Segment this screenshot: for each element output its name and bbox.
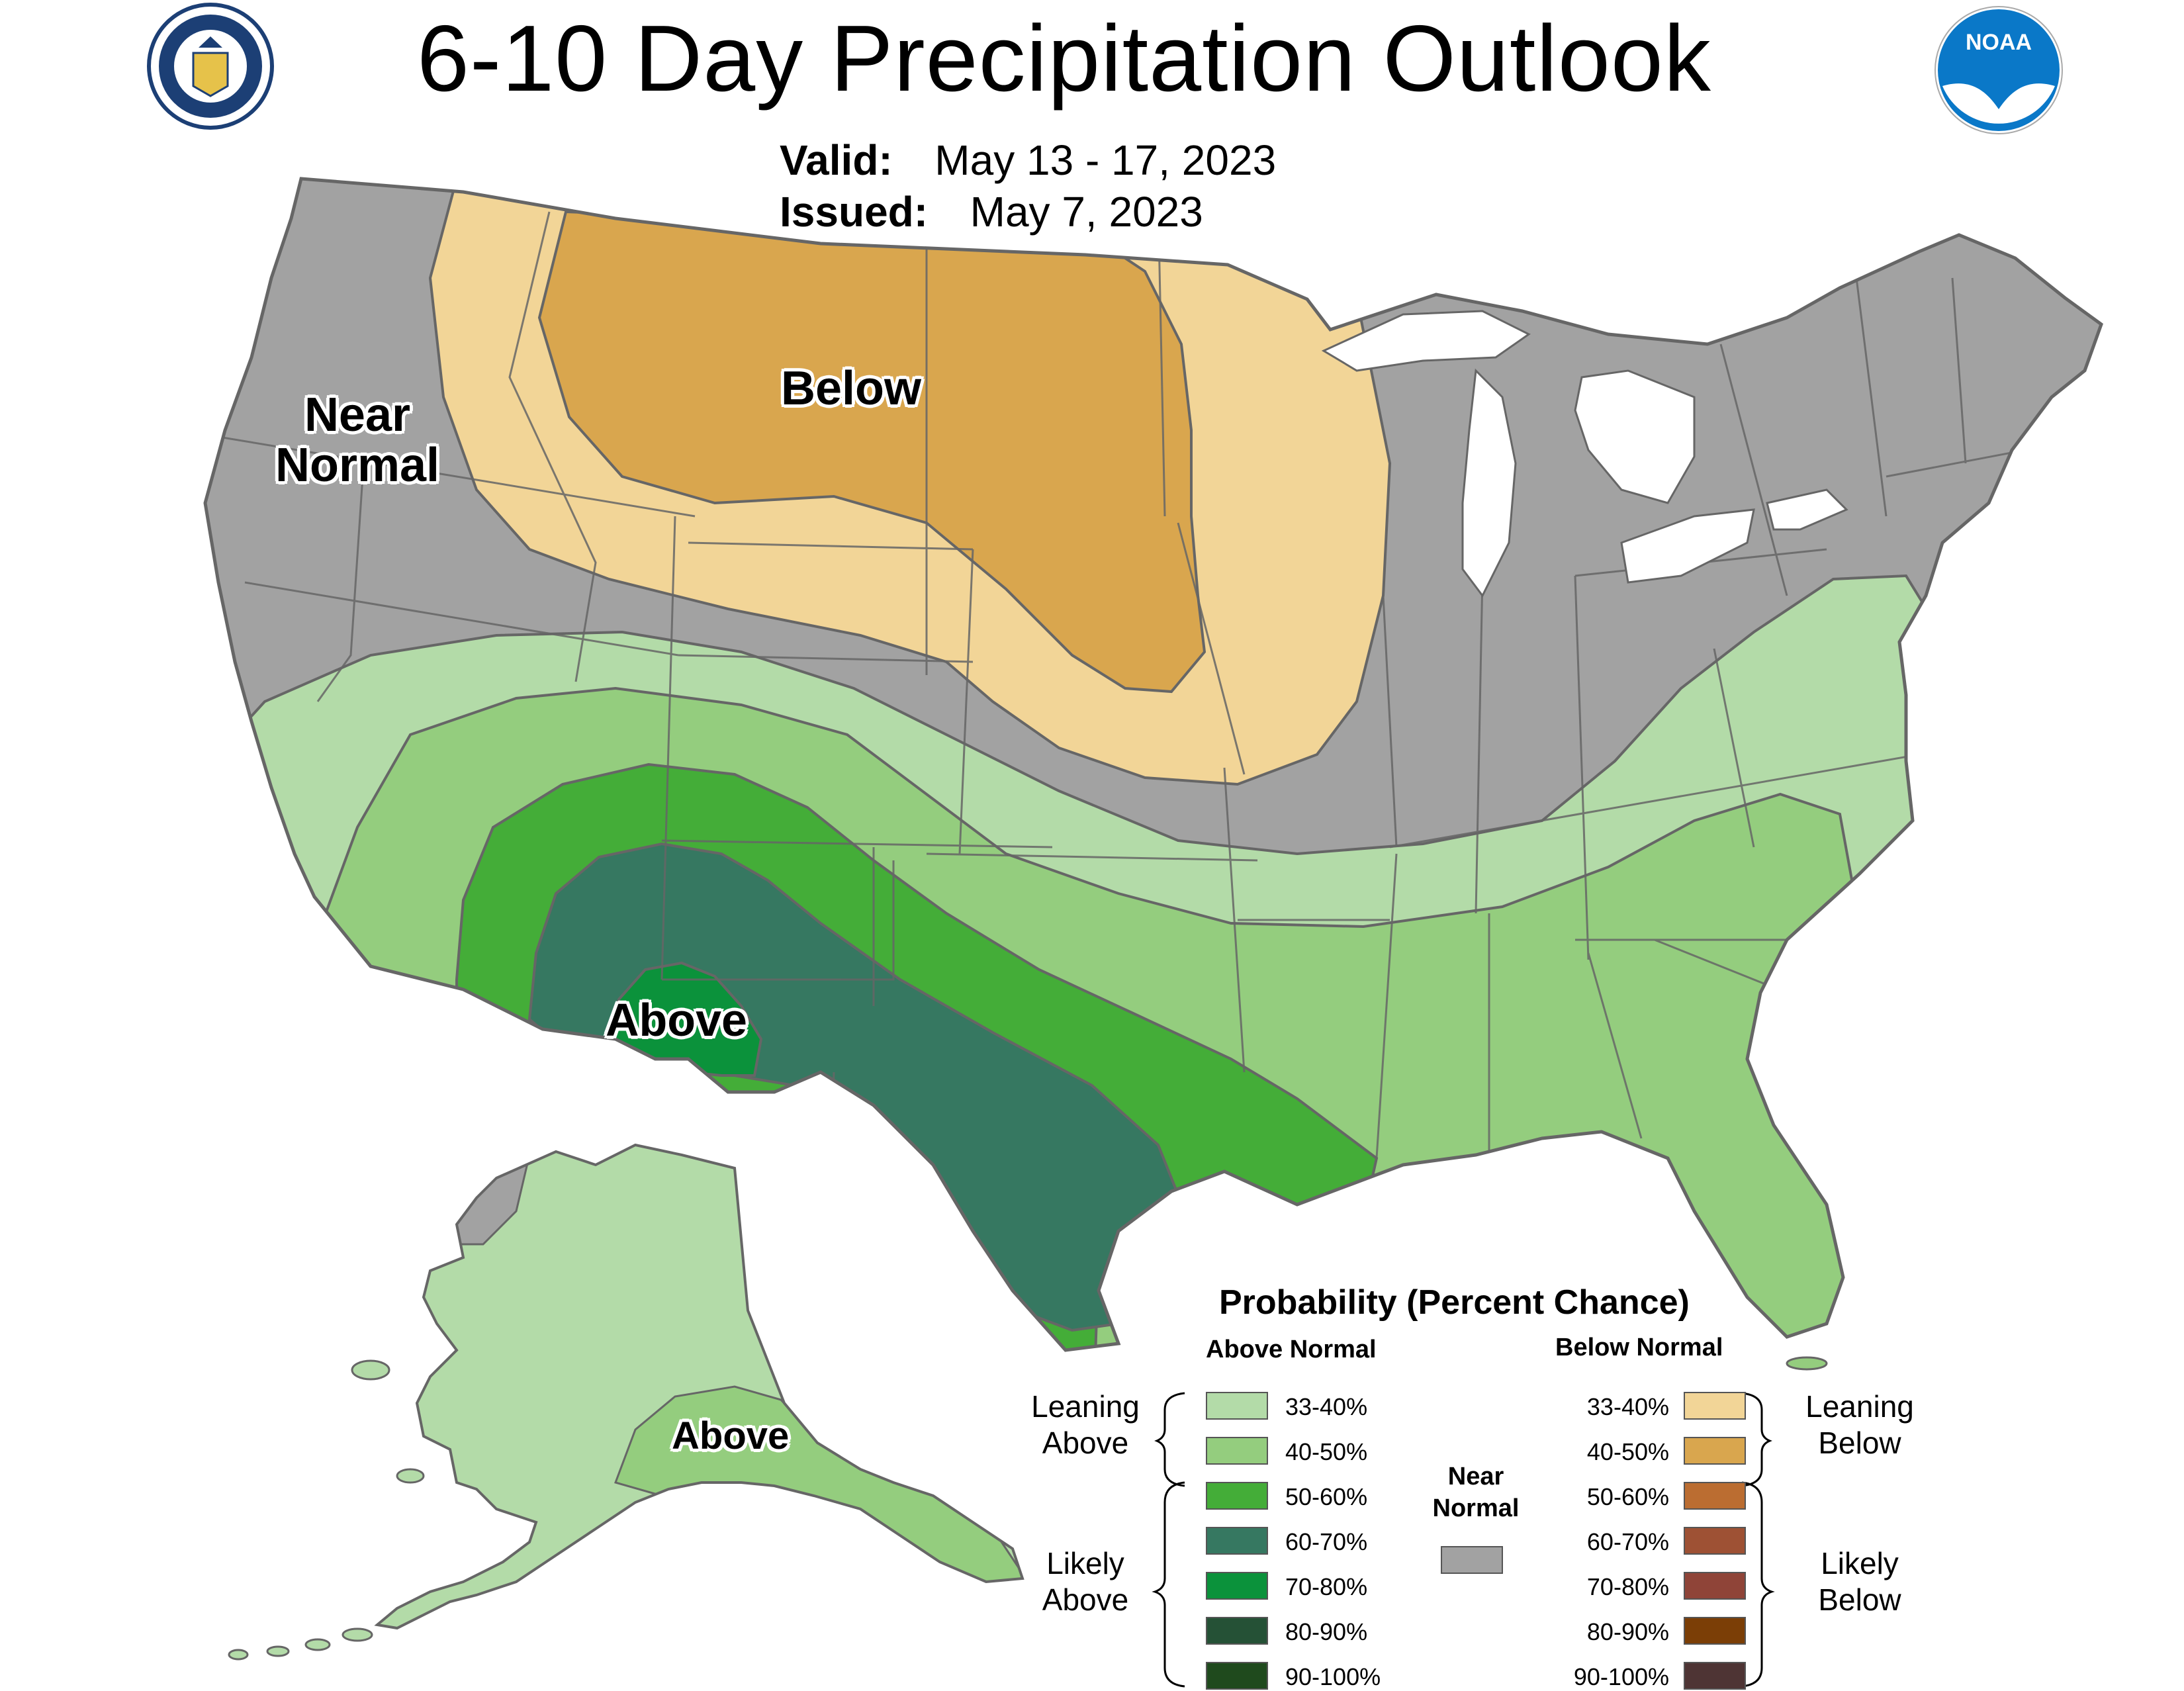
below-40-50-region — [537, 210, 1206, 694]
legend-above-level-swatch — [1206, 1482, 1268, 1510]
legend-above-level-swatch — [1206, 1437, 1268, 1465]
legend-below-level-label: 90-100% — [1573, 1663, 1669, 1690]
valid-label: Valid: — [780, 136, 893, 184]
legend-below-level-swatch — [1684, 1392, 1746, 1420]
issued-value: May 7, 2023 — [970, 188, 1203, 236]
legend-below-level-swatch — [1684, 1662, 1746, 1690]
legend-above-level-label: 40-50% — [1285, 1438, 1368, 1465]
legend-below-level-label: 33-40% — [1586, 1393, 1669, 1420]
issued-date: Issued: May 7, 2023 — [780, 191, 1203, 233]
legend-below-level-swatch — [1684, 1617, 1746, 1645]
near-normal-map-label: Near Normal — [275, 388, 440, 492]
legend-below-level-label: 40-50% — [1586, 1438, 1669, 1465]
legend-below-heading: Below Normal — [1555, 1334, 1723, 1361]
legend-above-heading: Above Normal — [1206, 1336, 1377, 1363]
legend-above-level-label: 50-60% — [1285, 1483, 1368, 1510]
legend-above-level-label: 60-70% — [1285, 1528, 1368, 1555]
above-alaska-map-label: Above — [672, 1414, 790, 1457]
below-map-label: Below — [781, 362, 922, 415]
legend-above-level-swatch — [1206, 1617, 1268, 1645]
conus-outline — [203, 177, 2103, 1352]
great-lakes — [1321, 310, 1848, 598]
legend-leaning-below: Leaning Below — [1805, 1389, 1914, 1461]
legend-near-normal-label: Near Normal — [1432, 1463, 1520, 1522]
legend-above-level-swatch — [1206, 1572, 1268, 1600]
aleutian-islands — [228, 1356, 1828, 1661]
legend-below-level-swatch — [1684, 1482, 1746, 1510]
legend-above-level-swatch — [1206, 1527, 1268, 1555]
legend-below-level-swatch — [1684, 1437, 1746, 1465]
svg-text:NOAA: NOAA — [1966, 30, 2032, 55]
issued-label: Issued: — [780, 188, 929, 236]
legend-above-level-label: 90-100% — [1285, 1663, 1381, 1690]
conus-map — [203, 177, 2103, 1352]
legend-below-level-label: 50-60% — [1586, 1483, 1669, 1510]
alaska-outline — [374, 1143, 1024, 1630]
valid-value: May 13 - 17, 2023 — [934, 136, 1277, 184]
noaa-logo: NOAA — [1934, 6, 2063, 134]
legend-below-level-swatch — [1684, 1572, 1746, 1600]
legend-above-level-swatch — [1206, 1662, 1268, 1690]
legend-above-level-label: 70-80% — [1285, 1573, 1368, 1600]
legend-below-level-swatch — [1684, 1527, 1746, 1555]
legend-above-level-label: 80-90% — [1285, 1618, 1368, 1645]
above-conus-map-label: Above — [606, 994, 747, 1046]
legend-below-level-label: 60-70% — [1586, 1528, 1669, 1555]
legend-likely-below: Likely Below — [1818, 1546, 1901, 1618]
legend-likely-above: Likely Above — [1042, 1546, 1129, 1618]
commerce-seal-logo — [147, 3, 274, 130]
legend-below-level-label: 70-80% — [1586, 1573, 1669, 1600]
valid-dates: Valid: May 13 - 17, 2023 — [780, 139, 1276, 181]
legend-title: Probability (Percent Chance) — [1219, 1283, 1690, 1322]
legend-above-level-swatch — [1206, 1392, 1268, 1420]
page-title: 6-10 Day Precipitation Outlook — [417, 6, 1711, 111]
legend-leaning-above: Leaning Above — [1031, 1389, 1140, 1461]
legend-near-normal-swatch — [1441, 1546, 1503, 1574]
legend-braces — [1152, 1392, 1775, 1688]
legend-below-level-label: 80-90% — [1586, 1618, 1669, 1645]
legend-above-level-label: 33-40% — [1285, 1393, 1368, 1420]
